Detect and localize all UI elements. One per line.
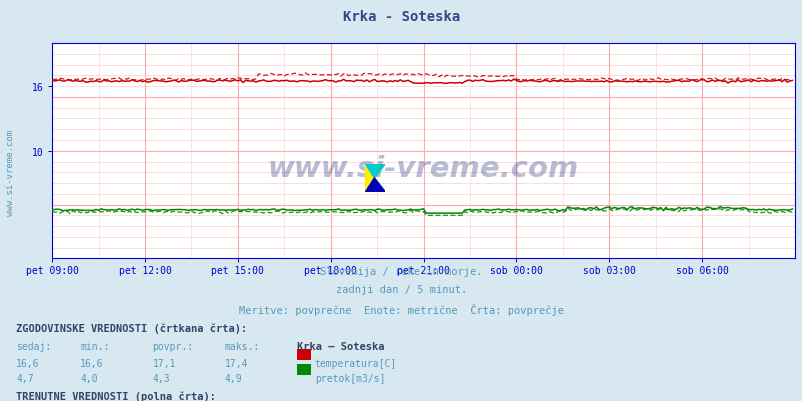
Text: 17,4: 17,4 (225, 358, 248, 368)
Text: maks.:: maks.: (225, 341, 260, 351)
Text: 16,6: 16,6 (16, 358, 39, 368)
Text: www.si-vreme.com: www.si-vreme.com (6, 130, 15, 215)
Text: pretok[m3/s]: pretok[m3/s] (314, 373, 385, 383)
Polygon shape (365, 164, 374, 192)
Text: 4,9: 4,9 (225, 373, 242, 383)
Text: ZGODOVINSKE VREDNOSTI (črtkana črta):: ZGODOVINSKE VREDNOSTI (črtkana črta): (16, 323, 247, 333)
Text: 17,1: 17,1 (152, 358, 176, 368)
Polygon shape (365, 164, 385, 178)
Text: temperatura[C]: temperatura[C] (314, 358, 396, 368)
Text: povpr.:: povpr.: (152, 341, 193, 351)
Text: Slovenija / reke in morje.: Slovenija / reke in morje. (320, 267, 482, 277)
Text: 4,3: 4,3 (152, 373, 170, 383)
Text: Krka – Soteska: Krka – Soteska (297, 341, 384, 351)
Polygon shape (365, 178, 385, 192)
Text: Meritve: povprečne  Enote: metrične  Črta: povprečje: Meritve: povprečne Enote: metrične Črta:… (239, 303, 563, 315)
Text: 16,6: 16,6 (80, 358, 103, 368)
Text: 4,7: 4,7 (16, 373, 34, 383)
Text: www.si-vreme.com: www.si-vreme.com (268, 154, 578, 182)
Text: zadnji dan / 5 minut.: zadnji dan / 5 minut. (335, 285, 467, 295)
Text: 4,0: 4,0 (80, 373, 98, 383)
Text: sedaj:: sedaj: (16, 341, 51, 351)
Text: Krka - Soteska: Krka - Soteska (342, 10, 460, 24)
Text: min.:: min.: (80, 341, 110, 351)
Text: TRENUTNE VREDNOSTI (polna črta):: TRENUTNE VREDNOSTI (polna črta): (16, 391, 216, 401)
